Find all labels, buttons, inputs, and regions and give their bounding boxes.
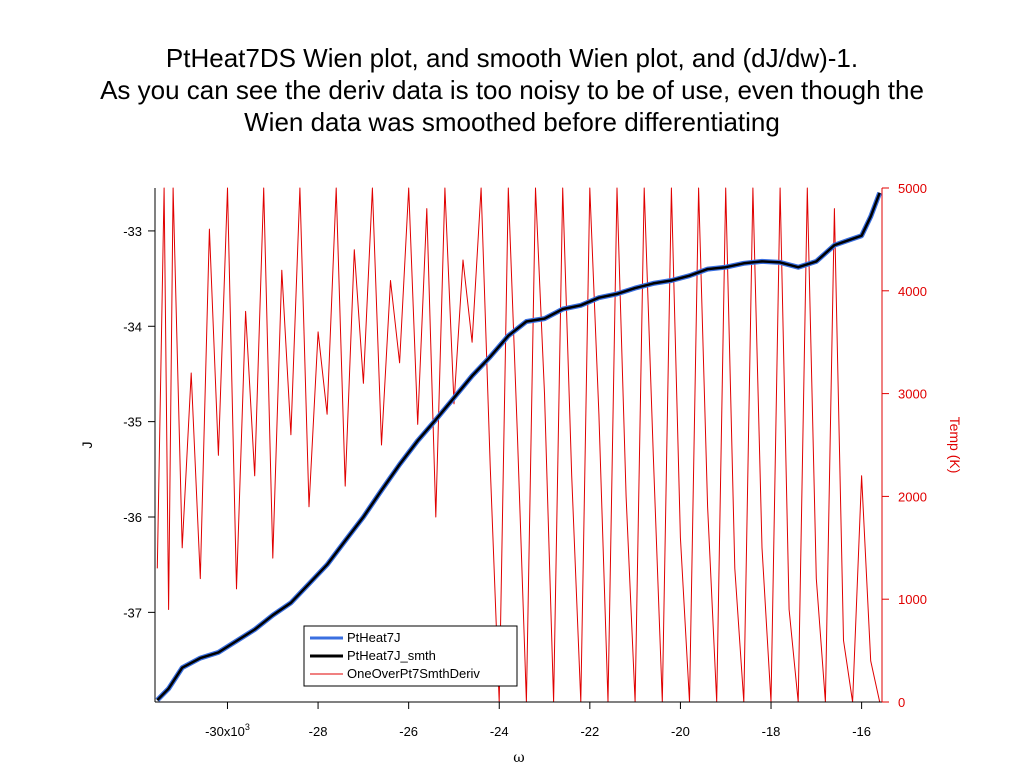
ticks: -30x103 -28 -26 -24 -22 -20 -18 -16 -33 -34 -35 -36… (123, 181, 927, 739)
x-tick-label: -18 (762, 724, 781, 739)
x-tick-label: -28 (309, 724, 328, 739)
y-left-tick-label: -34 (123, 319, 142, 334)
y-right-tick-label: 2000 (898, 489, 927, 504)
x-tick-label-sup: 3 (245, 722, 250, 732)
title-line-3: Wien data was smoothed before differenti… (244, 107, 780, 137)
series-line-ptheat7j-smth (156, 192, 881, 701)
y-right-tick-label: 0 (898, 695, 905, 710)
plot-area (155, 187, 883, 703)
series-line-oneoverpt7smthderiv (156, 187, 881, 703)
y-right-tick-label: 5000 (898, 181, 927, 196)
legend-label-deriv: OneOverPt7SmthDeriv (347, 666, 480, 681)
y-left-tick-label: -35 (123, 415, 142, 430)
y-left-tick-label: -37 (123, 605, 142, 620)
y-left-tick-label: -36 (123, 510, 142, 525)
title-line-1: PtHeat7DS Wien plot, and smooth Wien plo… (165, 43, 859, 73)
x-tick-label: -20 (671, 724, 690, 739)
legend-label-ptheat7j: PtHeat7J (347, 630, 400, 645)
y-right-tick-label: 1000 (898, 592, 927, 607)
title-line-2: As you can see the deriv data is too noi… (100, 75, 924, 105)
legend-label-ptheat7j-smth: PtHeat7J_smth (347, 648, 436, 663)
x-tick-label: -22 (580, 724, 599, 739)
x-tick-label: -16 (852, 724, 871, 739)
y-left-tick-label: -33 (123, 224, 142, 239)
y-axis-label-left: J (79, 442, 95, 449)
x-tick-label: -30x103 (205, 722, 250, 739)
chart-title: PtHeat7DS Wien plot, and smooth Wien plo… (0, 42, 1024, 138)
y-axis-label-right: Temp (K) (947, 417, 963, 474)
axes (154, 188, 883, 703)
x-axis-label: ω (513, 750, 524, 766)
legend: PtHeat7J PtHeat7J_smth OneOverPt7SmthDer… (303, 625, 518, 687)
y-right-tick-label: 3000 (898, 387, 927, 402)
x-tick-label: -26 (399, 724, 418, 739)
x-tick-label: -24 (490, 724, 509, 739)
y-right-tick-label: 4000 (898, 284, 927, 299)
